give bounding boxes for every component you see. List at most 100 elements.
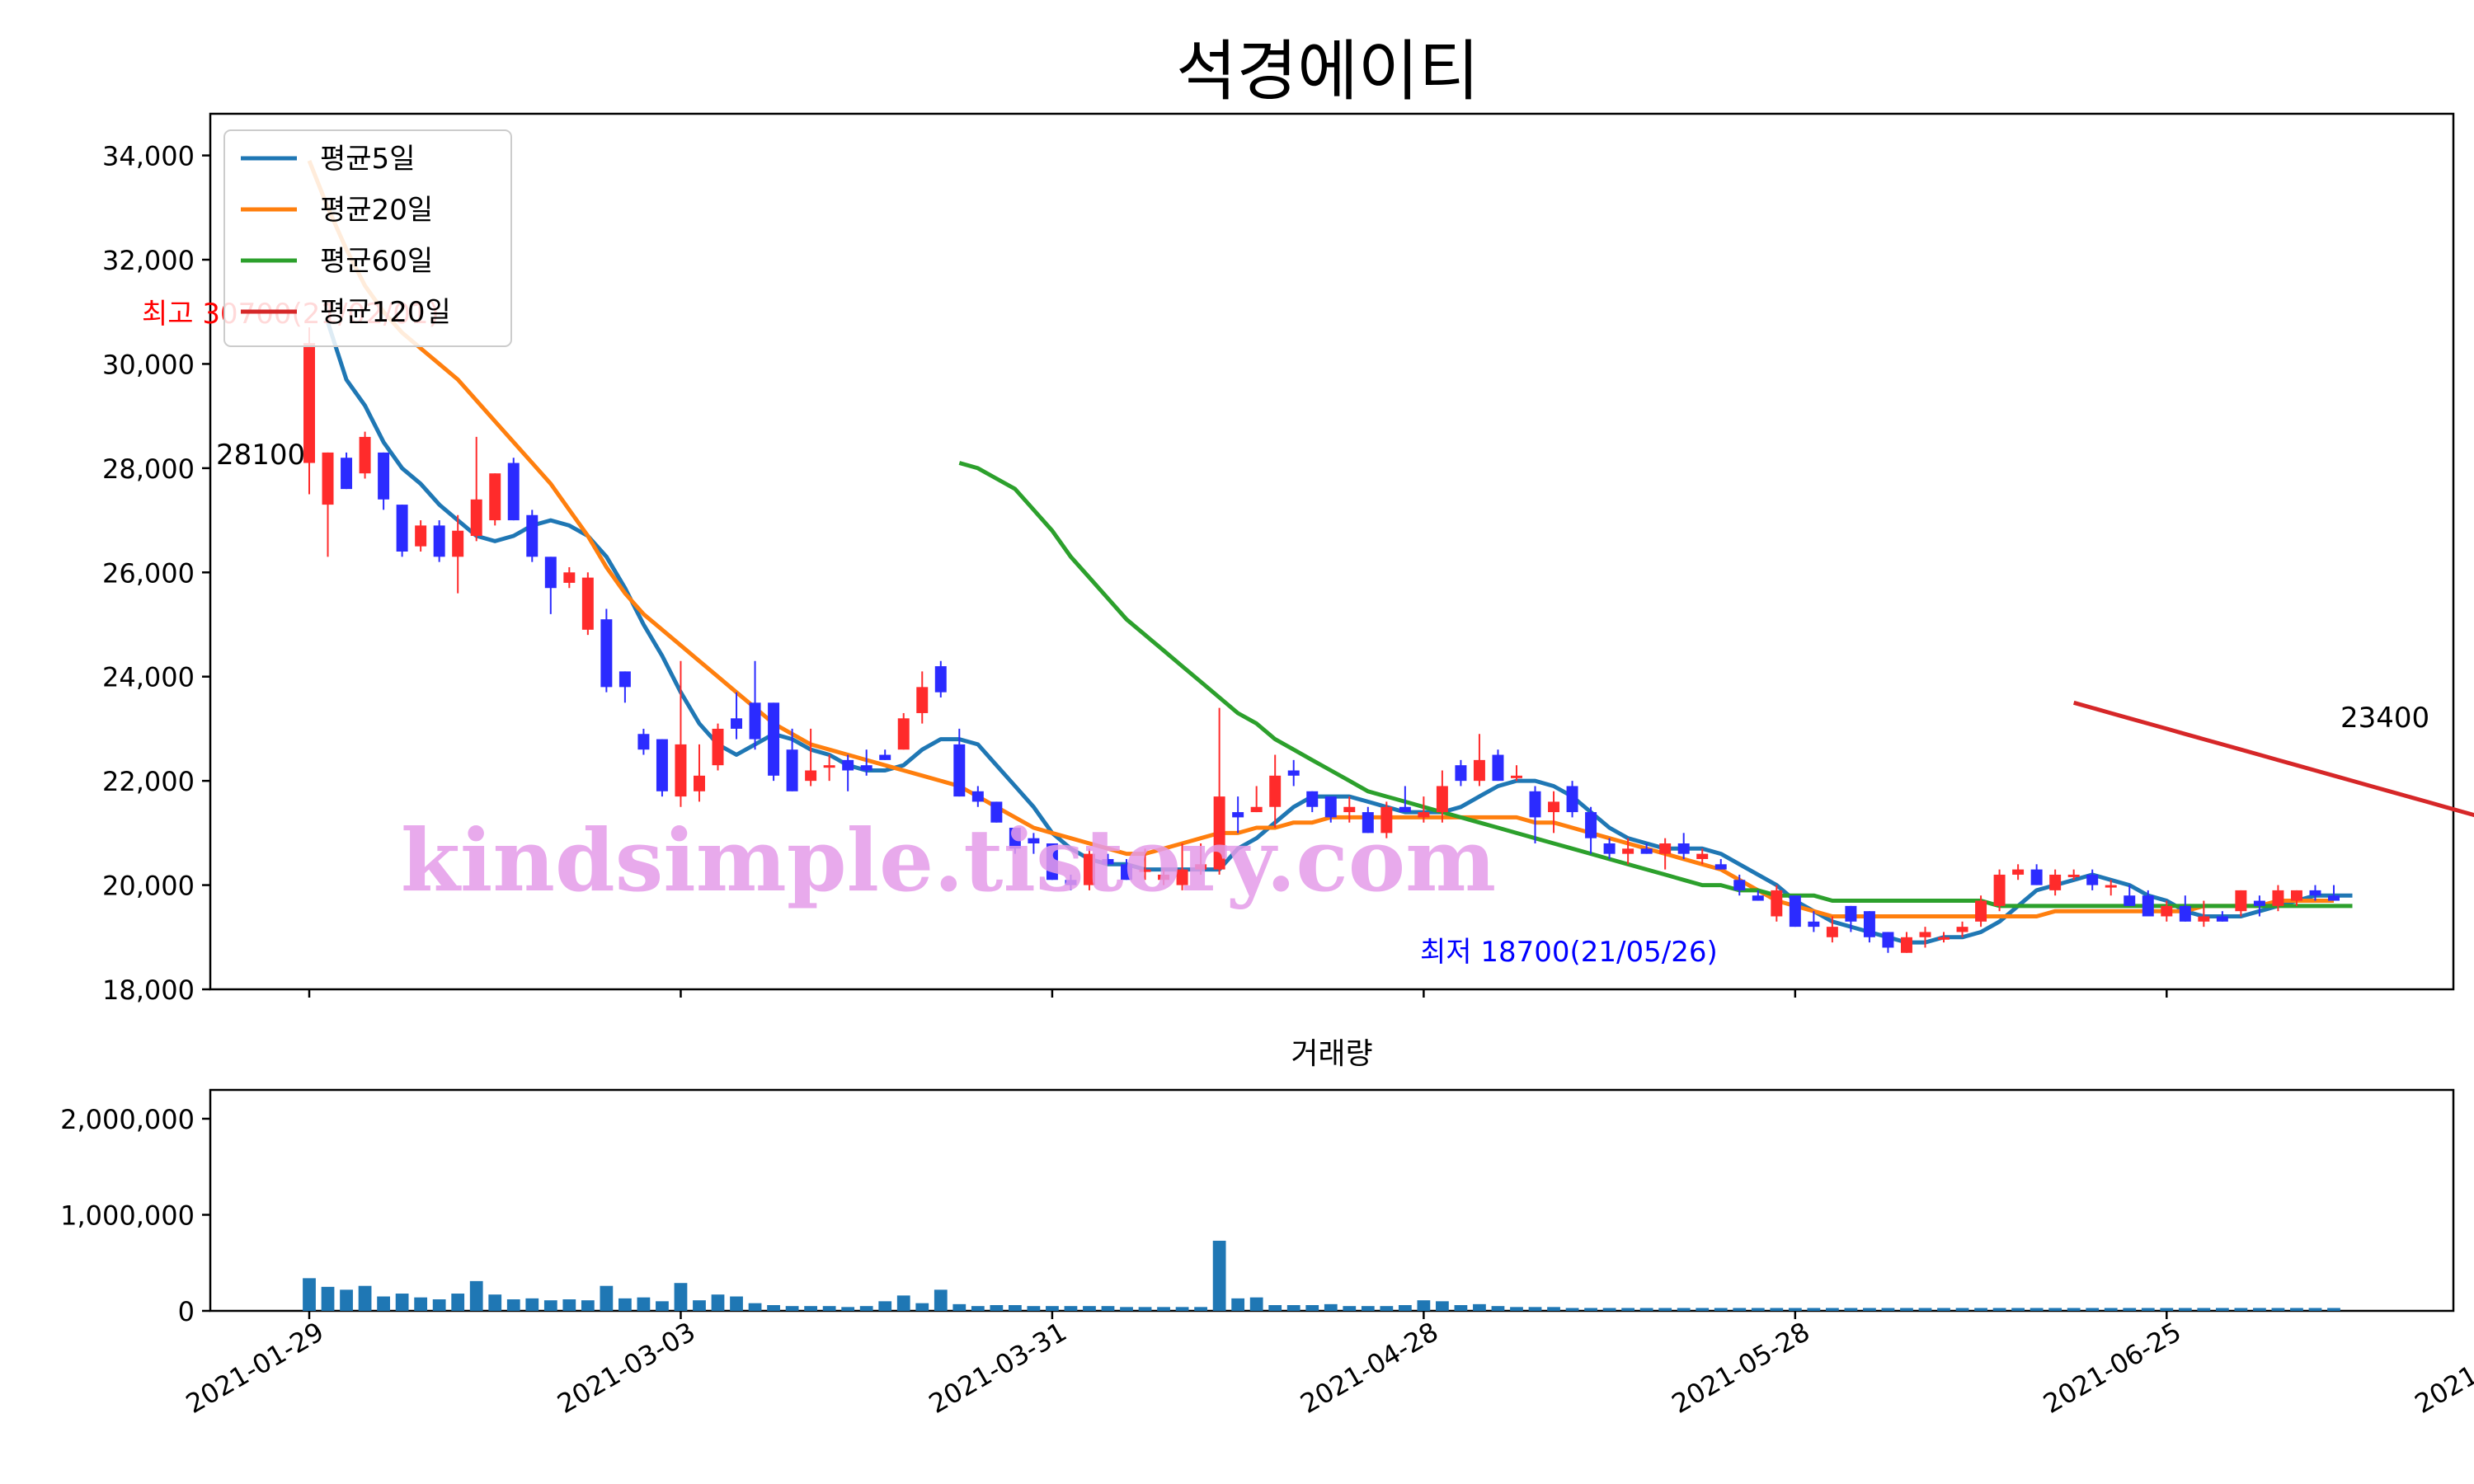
candle-body xyxy=(1343,806,1356,813)
candle-body xyxy=(842,759,854,771)
volume-bar xyxy=(1324,1303,1338,1311)
volume-bar xyxy=(488,1294,502,1311)
candle-body xyxy=(600,619,613,688)
volume-bar xyxy=(896,1295,910,1311)
ma-line-1 xyxy=(326,322,2353,945)
volume-bar xyxy=(1770,1308,1784,1311)
candle-body xyxy=(341,458,353,490)
volume-bar xyxy=(321,1286,335,1311)
candle-body xyxy=(1826,927,1838,937)
last-close-label: 23400 xyxy=(2340,702,2429,735)
candle-body xyxy=(1677,843,1690,854)
volume-bar xyxy=(543,1300,557,1311)
candle-body xyxy=(470,499,482,537)
candle-body xyxy=(656,739,668,791)
price-y-tick-label: 20,000 xyxy=(102,871,195,902)
volume-bar xyxy=(581,1300,595,1311)
volume-bar xyxy=(1974,1308,1987,1311)
candle-body xyxy=(823,765,835,768)
x-tick-label: 2021-05-28 xyxy=(1667,1316,1815,1420)
volume-bar xyxy=(1268,1305,1282,1311)
candle-body xyxy=(2161,905,2173,917)
candle-body xyxy=(1696,853,1709,859)
volume-bar xyxy=(748,1303,762,1311)
volume-bar xyxy=(2123,1308,2137,1311)
volume-bar xyxy=(2011,1308,2025,1311)
volume-bar xyxy=(841,1307,855,1311)
volume-bar xyxy=(1955,1308,1969,1311)
candle-body xyxy=(378,452,390,500)
candle-body xyxy=(805,770,817,782)
candle-body xyxy=(452,530,464,557)
candle-body xyxy=(2142,895,2154,917)
candle-body xyxy=(1176,869,1188,885)
volume-bar xyxy=(1751,1308,1765,1311)
volume-bar xyxy=(1844,1308,1858,1311)
ma-line-3 xyxy=(958,461,2353,909)
price-y-axis: 18,000 20,000 22,000 24,000 26,000 28,000 30,0… xyxy=(102,141,210,1006)
volume-bar xyxy=(1175,1307,1189,1311)
volume-bar xyxy=(2290,1308,2303,1311)
price-y-tick-label: 22,000 xyxy=(102,766,195,797)
candle-body xyxy=(396,505,408,552)
candle-body xyxy=(1789,895,1801,928)
candle-body xyxy=(303,343,315,463)
volume-bar xyxy=(656,1301,669,1311)
volume-bar xyxy=(1788,1308,1802,1311)
volume-bar xyxy=(525,1298,539,1311)
chart-title: 석경에이티 xyxy=(1176,33,1479,110)
volume-y-tick-label: 2,000,000 xyxy=(60,1104,195,1135)
candle-body xyxy=(1158,874,1170,881)
candle-body xyxy=(563,572,576,583)
candle-body xyxy=(2012,869,2025,875)
candle-body xyxy=(990,801,1003,823)
candle-body xyxy=(675,744,687,797)
volume-bar xyxy=(1046,1306,1059,1311)
candle-body xyxy=(618,671,631,688)
candle-body xyxy=(1195,864,1207,870)
volume-y-tick-label: 1,000,000 xyxy=(60,1200,195,1231)
volume-bar xyxy=(1008,1305,1022,1311)
volume-bar xyxy=(971,1306,985,1311)
candle-body xyxy=(971,791,984,802)
candle-body xyxy=(749,702,761,740)
candle-body xyxy=(2328,895,2340,901)
candle-body xyxy=(1083,853,1095,885)
volume-bar xyxy=(1212,1240,1226,1311)
volume-bar xyxy=(1120,1307,1133,1311)
volume-bar xyxy=(469,1280,483,1311)
volume-bar xyxy=(2030,1308,2044,1311)
volume-bars xyxy=(303,1240,2340,1311)
candle-body xyxy=(489,473,501,521)
candle-body xyxy=(768,702,780,776)
candle-body xyxy=(1919,932,1931,937)
volume-bar xyxy=(878,1301,892,1311)
volume-bar xyxy=(1602,1308,1616,1311)
volume-bar xyxy=(2141,1308,2155,1311)
volume-bar xyxy=(1807,1308,1821,1311)
candle-body xyxy=(1473,759,1485,782)
volume-bar xyxy=(1918,1308,1932,1311)
x-tick-label: 2021-03-31 xyxy=(924,1316,1072,1420)
candle-body xyxy=(1752,895,1764,901)
candle-body xyxy=(1622,848,1634,854)
volume-bar xyxy=(432,1299,446,1311)
volume-bar xyxy=(2048,1308,2062,1311)
x-tick-label: 2021-06-25 xyxy=(2038,1316,2186,1420)
candle-body xyxy=(2253,900,2265,906)
volume-bar xyxy=(1696,1308,1710,1311)
candle-body xyxy=(1548,801,1560,813)
volume-bar xyxy=(1436,1301,1449,1311)
candle-body xyxy=(1845,905,1857,922)
candle-body xyxy=(1418,812,1430,818)
candle-body xyxy=(1492,754,1504,782)
volume-bar xyxy=(2104,1308,2118,1311)
x-tick-label: 2021-04-28 xyxy=(1295,1316,1443,1420)
candle-body xyxy=(879,754,891,760)
candle-body xyxy=(1529,791,1541,818)
candle-body xyxy=(1714,864,1727,870)
candle-body xyxy=(1566,786,1578,813)
price-y-tick-label: 18,000 xyxy=(102,974,195,1006)
candle-body xyxy=(544,556,557,589)
